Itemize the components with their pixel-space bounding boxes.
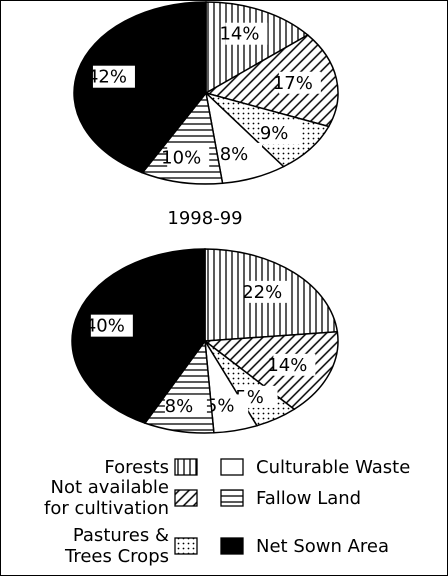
legend-swatch [220, 537, 244, 555]
data-label: 8% [165, 396, 194, 417]
label-bg [278, 71, 321, 94]
data-label: 8% [220, 144, 249, 165]
label-bg [260, 122, 303, 145]
label-bg [90, 314, 133, 337]
legend-label: Pastures & Trees Crops [65, 525, 169, 567]
label-bg [219, 142, 262, 165]
data-label: 42% [87, 67, 127, 88]
chart-title: 1998-99 [167, 208, 242, 229]
label-bg [92, 65, 135, 88]
label-bg [248, 280, 291, 303]
legend-swatch [220, 489, 244, 507]
data-label: 40% [85, 316, 125, 337]
label-bg [164, 394, 207, 417]
data-label: 5% [206, 395, 235, 416]
legend-label: Forests [104, 456, 169, 478]
pie-slice [202, 330, 339, 411]
label-bg [273, 353, 316, 376]
legend-swatch [174, 537, 198, 555]
legend-swatch [174, 458, 198, 476]
data-label: 10% [161, 147, 201, 168]
legend-label: Net Sown Area [256, 535, 390, 557]
legend-label: Fallow Land [256, 487, 362, 509]
pie-slice [71, 248, 206, 425]
legend-label: Not available for cultivation [44, 477, 169, 519]
pie-slice [73, 1, 207, 174]
data-label: 17% [273, 73, 313, 94]
data-label: 14% [267, 355, 307, 376]
legend-label: Culturable Waste [256, 456, 411, 478]
data-label: 14% [219, 24, 259, 45]
data-label: 9% [260, 123, 289, 144]
pie-slice [204, 34, 339, 128]
data-label: 22% [242, 282, 282, 303]
label-bg [225, 22, 268, 45]
label-bg [167, 146, 210, 169]
label-bg [206, 394, 249, 417]
legend-swatch [220, 458, 244, 476]
legend-swatch [174, 489, 198, 507]
